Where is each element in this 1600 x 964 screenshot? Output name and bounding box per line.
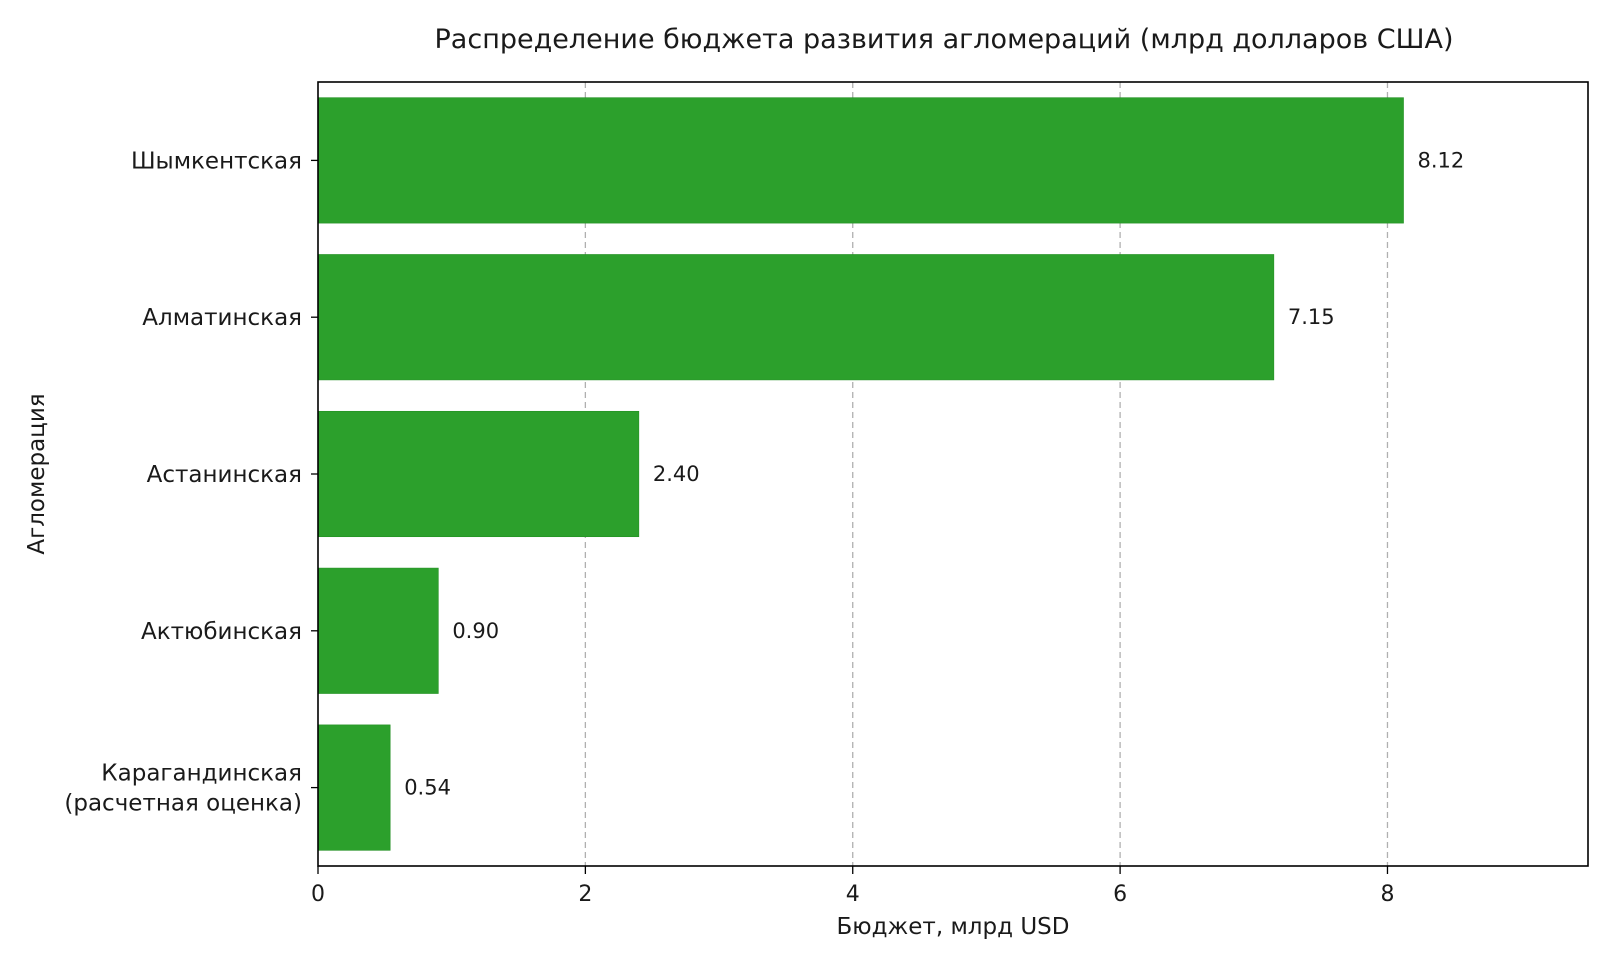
value-label-4: 0.54 — [404, 776, 451, 800]
x-tick-label-4: 8 — [1380, 882, 1394, 907]
y-tick-label-3-0: Актюбинская — [141, 619, 302, 645]
y-tick-label-1-0: Алматинская — [142, 305, 302, 331]
value-label-1: 7.15 — [1288, 305, 1335, 329]
x-tick-label-3: 6 — [1113, 882, 1127, 907]
y-tick-label-4-0: Карагандинская — [101, 761, 302, 787]
y-tick-label-0-0: Шымкентская — [131, 148, 302, 174]
y-axis-label: Агломерация — [24, 393, 50, 554]
x-axis-label: Бюджет, млрд USD — [837, 914, 1070, 940]
value-labels: 8.12 7.15 2.40 0.90 0.54 — [404, 148, 1464, 799]
bar-2 — [317, 410, 640, 538]
value-label-0: 8.12 — [1418, 148, 1465, 172]
bar-3 — [317, 567, 439, 694]
bar-4 — [317, 724, 391, 851]
x-tick-label-1: 2 — [578, 882, 592, 907]
y-tick-label-2-0: Астанинская — [147, 462, 302, 488]
bar-1 — [317, 254, 1275, 381]
value-label-2: 2.40 — [653, 462, 700, 486]
x-axis: 0 2 4 6 8 — [311, 866, 1394, 907]
y-tick-label-4-1: (расчетная оценка) — [64, 791, 302, 817]
chart-title: Распределение бюджета развития агломерац… — [435, 24, 1454, 55]
y-axis: Шымкентская Алматинская Астанинская Актюбин… — [64, 148, 318, 817]
x-tick-label-0: 0 — [311, 882, 325, 907]
x-tick-label-2: 4 — [846, 882, 860, 907]
bars — [317, 97, 1404, 851]
bar-0 — [317, 97, 1404, 224]
value-label-3: 0.90 — [452, 619, 499, 643]
